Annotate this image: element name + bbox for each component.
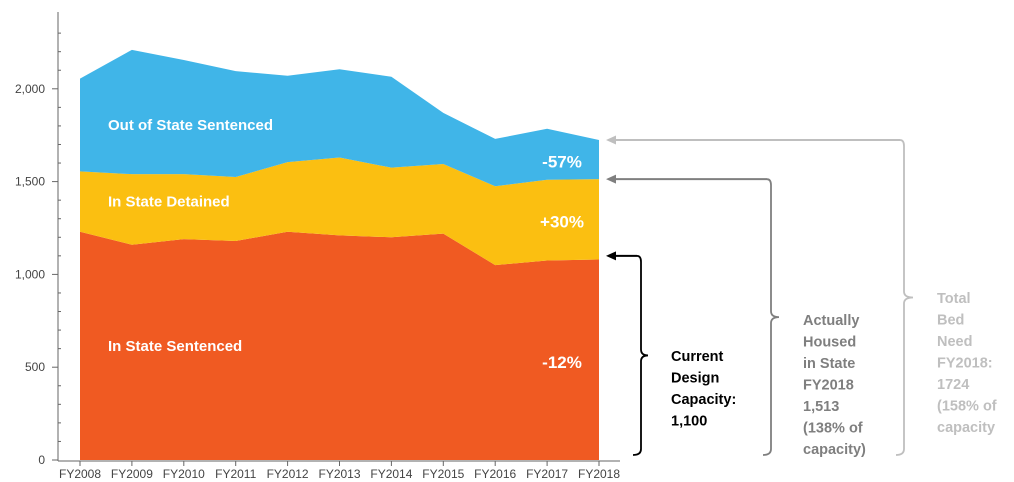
area-in-state-sentenced xyxy=(80,231,599,460)
x-tick-label: FY2016 xyxy=(474,467,516,481)
series-label-in-state-sentenced: In State Sentenced xyxy=(108,338,242,355)
annotation-line: capacity xyxy=(937,420,995,436)
annotation-line: (138% of xyxy=(803,421,863,437)
x-tick-label: FY2009 xyxy=(111,467,153,481)
annotation-line: 1724 xyxy=(937,377,969,393)
x-tick-label: FY2012 xyxy=(267,467,309,481)
annotation-line: (158% of xyxy=(937,399,997,415)
change-label-in-state-sentenced: -12% xyxy=(542,353,582,372)
capacity-annotations: Current Design Capacity: 1,100 Actually House… xyxy=(606,135,997,458)
x-tick-label: FY2013 xyxy=(318,467,360,481)
change-label-out-of-state-sentenced: -57% xyxy=(542,153,582,172)
x-tick-label: FY2018 xyxy=(578,467,620,481)
area-in-state-detained xyxy=(80,157,599,266)
area-out-of-state-sentenced xyxy=(80,49,599,187)
bracket-total xyxy=(895,139,914,456)
x-tick-label: FY2008 xyxy=(59,467,101,481)
change-label-in-state-detained: +30% xyxy=(540,212,584,231)
y-tick-label: 2,000 xyxy=(15,82,45,96)
annotation-design: Current Design Capacity: 1,100 xyxy=(671,349,736,430)
annotation-line: FY2018 xyxy=(803,378,854,394)
area-layers xyxy=(80,49,599,460)
x-axis: FY2008 FY2009 FY2010 FY2011 FY2012 FY2013 FY20… xyxy=(58,460,620,481)
y-tick-label: 1,000 xyxy=(15,267,45,281)
annotation-line: Current xyxy=(671,349,724,365)
annotation-line: Capacity: xyxy=(671,392,736,408)
annotation-line: Housed xyxy=(803,335,856,351)
x-tick-label: FY2015 xyxy=(422,467,464,481)
annotation-line: FY2018: xyxy=(937,356,993,372)
annotation-housed: Actually Housed in State FY2018 1,513 (138% o… xyxy=(803,313,866,458)
annotation-line: Actually xyxy=(803,313,859,329)
arrow-head-housed xyxy=(606,174,616,184)
series-label-out-of-state-sentenced: Out of State Sentenced xyxy=(108,117,273,134)
bracket-housed xyxy=(762,178,780,456)
annotation-line: Bed xyxy=(937,313,964,329)
bracket-design xyxy=(632,254,649,456)
x-tick-label: FY2010 xyxy=(163,467,205,481)
annotation-line: Design xyxy=(671,371,719,387)
arrow-head-design xyxy=(606,251,616,261)
annotation-line: 1,513 xyxy=(803,399,839,415)
x-tick-label: FY2017 xyxy=(526,467,568,481)
annotation-line: in State xyxy=(803,356,855,372)
y-tick-label: 1,500 xyxy=(15,175,45,189)
y-axis: 0 500 1,000 1,500 2,000 xyxy=(15,12,61,467)
annotation-line: Total xyxy=(937,291,971,307)
annotation-line: 1,100 xyxy=(671,414,707,430)
annotation-line: Need xyxy=(937,334,972,350)
arrow-head-total xyxy=(606,135,616,145)
series-label-in-state-detained: In State Detained xyxy=(108,194,230,211)
y-tick-label: 500 xyxy=(25,360,45,374)
annotation-line: capacity) xyxy=(803,442,866,458)
x-tick-label: FY2014 xyxy=(370,467,412,481)
y-tick-label: 0 xyxy=(38,453,45,467)
x-tick-label: FY2011 xyxy=(215,467,256,481)
series-labels: In State Sentenced In State Detained Out o… xyxy=(108,117,584,372)
annotation-total: Total Bed Need FY2018: 1724 (158% of capacity xyxy=(937,291,997,436)
